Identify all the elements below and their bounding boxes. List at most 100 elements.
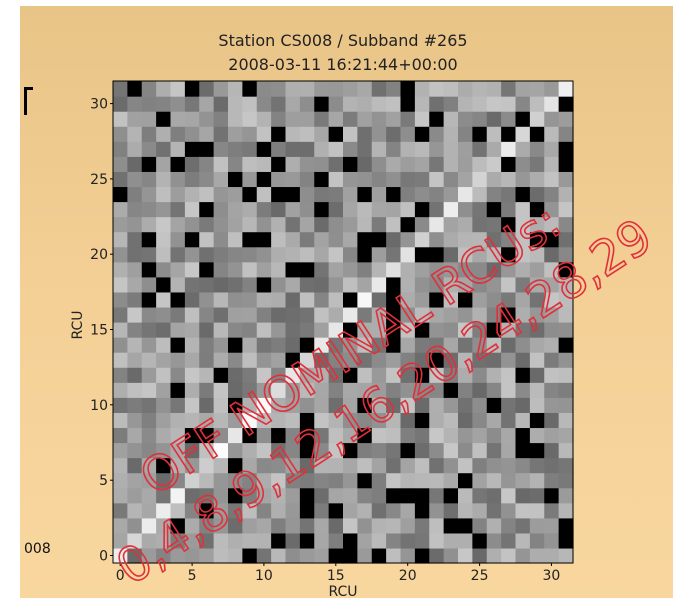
heatmap-cell <box>242 126 258 142</box>
heatmap-cell <box>544 352 560 368</box>
heatmap-cell <box>113 81 128 97</box>
heatmap-cell <box>184 397 200 413</box>
heatmap-cell <box>414 487 430 504</box>
heatmap-cell <box>371 231 387 248</box>
heatmap-cell <box>141 352 157 368</box>
heatmap-cell <box>184 156 200 172</box>
heatmap-cell <box>170 502 186 519</box>
heatmap-cell <box>184 81 200 97</box>
heatmap-cell <box>529 472 545 489</box>
heatmap-cell <box>443 186 459 203</box>
heatmap-cell <box>501 306 517 323</box>
heatmap-cell <box>141 246 157 263</box>
heatmap-cell <box>515 517 531 534</box>
heatmap-cell <box>429 306 445 323</box>
heatmap-cell <box>199 291 215 308</box>
heatmap-cell <box>472 81 488 97</box>
heatmap-cell <box>213 457 229 474</box>
heatmap-cell <box>443 367 459 383</box>
heatmap-cell <box>256 246 272 263</box>
plot-frame <box>112 80 574 564</box>
heatmap-cell <box>127 352 143 368</box>
heatmap-cell <box>544 81 560 97</box>
heatmap-cell <box>357 502 373 519</box>
heatmap-cell <box>170 427 186 444</box>
heatmap-cell <box>515 216 531 233</box>
heatmap-cell <box>386 306 402 323</box>
heatmap-cell <box>558 382 574 398</box>
heatmap-cell <box>400 517 416 534</box>
heatmap-cell <box>486 412 502 429</box>
heatmap-cell <box>113 532 128 549</box>
heatmap-cell <box>271 141 287 157</box>
heatmap-cell <box>199 126 215 142</box>
heatmap-cell <box>242 231 258 248</box>
heatmap-cell <box>529 427 545 444</box>
heatmap-cell <box>529 457 545 474</box>
heatmap-cell <box>213 322 229 338</box>
heatmap-cell <box>400 231 416 248</box>
heatmap-cell <box>127 367 143 383</box>
heatmap-cell <box>242 111 258 127</box>
heatmap-cell <box>271 532 287 549</box>
heatmap-cell <box>314 532 330 549</box>
heatmap-cell <box>558 306 574 323</box>
y-tick-label: 15 <box>90 323 108 339</box>
heatmap-cell <box>357 442 373 459</box>
heatmap-cell <box>199 547 215 564</box>
heatmap-cell <box>357 81 373 97</box>
heatmap-cell <box>343 397 358 413</box>
heatmap-cell <box>314 427 330 444</box>
heatmap-cell <box>357 427 373 444</box>
heatmap-cell <box>472 216 488 233</box>
heatmap-cell <box>458 427 473 444</box>
x-axis-ticks: 0 5 10 15 20 25 30 <box>116 563 560 584</box>
heatmap-cell <box>242 171 258 188</box>
heatmap-cell <box>458 261 473 278</box>
heatmap-cell <box>501 96 517 112</box>
heatmap-cell <box>314 171 330 188</box>
heatmap-cell <box>256 337 272 353</box>
heatmap-cell <box>127 171 143 188</box>
heatmap-cell <box>558 291 574 308</box>
heatmap-cell <box>328 216 344 233</box>
heatmap-cell <box>386 367 402 383</box>
heatmap-cell <box>170 487 186 504</box>
heatmap-cell <box>242 487 258 504</box>
heatmap-cell <box>558 111 574 127</box>
heatmap-cell <box>429 352 445 368</box>
heatmap-cell <box>199 171 215 188</box>
heatmap-cell <box>558 276 574 293</box>
heatmap-cell <box>472 502 488 519</box>
heatmap-cell <box>529 231 545 248</box>
heatmap-cell <box>113 472 128 489</box>
heatmap-cell <box>529 337 545 353</box>
heatmap-cell <box>486 111 502 127</box>
heatmap-cell <box>357 487 373 504</box>
heatmap-cell <box>271 291 287 308</box>
heatmap-cell <box>285 337 301 353</box>
heatmap-cell <box>458 397 473 413</box>
heatmap-cell <box>544 472 560 489</box>
heatmap-cell <box>184 216 200 233</box>
heatmap-cell <box>501 216 517 233</box>
heatmap-cell <box>443 231 459 248</box>
heatmap-cell <box>199 156 215 172</box>
heatmap-cell <box>242 442 258 459</box>
heatmap-cell <box>228 276 243 293</box>
heatmap-cell <box>357 291 373 308</box>
heatmap-cell <box>486 547 502 564</box>
heatmap-cell <box>501 502 517 519</box>
heatmap-cell <box>199 457 215 474</box>
heatmap-cell <box>127 397 143 413</box>
heatmap-cell <box>199 367 215 383</box>
heatmap-cell <box>429 96 445 112</box>
heatmap-cell <box>199 352 215 368</box>
heatmap-cell <box>386 397 402 413</box>
heatmap-cell <box>156 487 172 504</box>
heatmap-cell <box>314 156 330 172</box>
heatmap-cell <box>113 186 128 203</box>
heatmap-cell <box>271 126 287 142</box>
heatmap-cell <box>170 382 186 398</box>
heatmap-cell <box>113 382 128 398</box>
